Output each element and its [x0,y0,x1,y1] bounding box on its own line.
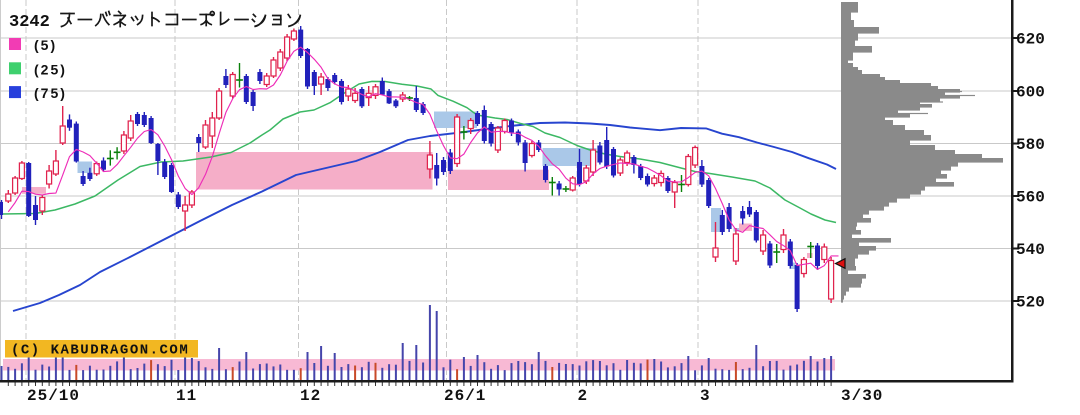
svg-text:520: 520 [1016,294,1045,312]
svg-text:(5): (5) [34,37,57,53]
svg-text:11: 11 [176,387,197,405]
svg-text:580: 580 [1016,136,1045,154]
svg-text:(25): (25) [34,61,67,77]
svg-text:3: 3 [700,387,711,405]
svg-text:(75): (75) [34,85,67,101]
svg-text:26/1: 26/1 [444,387,486,405]
svg-text:3/30: 3/30 [841,387,883,405]
svg-text:600: 600 [1016,84,1045,102]
svg-text:3242: 3242 [9,13,50,32]
svg-text:25/10: 25/10 [27,387,80,405]
svg-text:2: 2 [578,387,589,405]
svg-text:(C) KABUDRAGON.COM: (C) KABUDRAGON.COM [11,343,189,359]
svg-text:540: 540 [1016,241,1045,259]
svg-text:12: 12 [300,387,321,405]
svg-text:560: 560 [1016,189,1045,207]
svg-text:620: 620 [1016,31,1045,49]
